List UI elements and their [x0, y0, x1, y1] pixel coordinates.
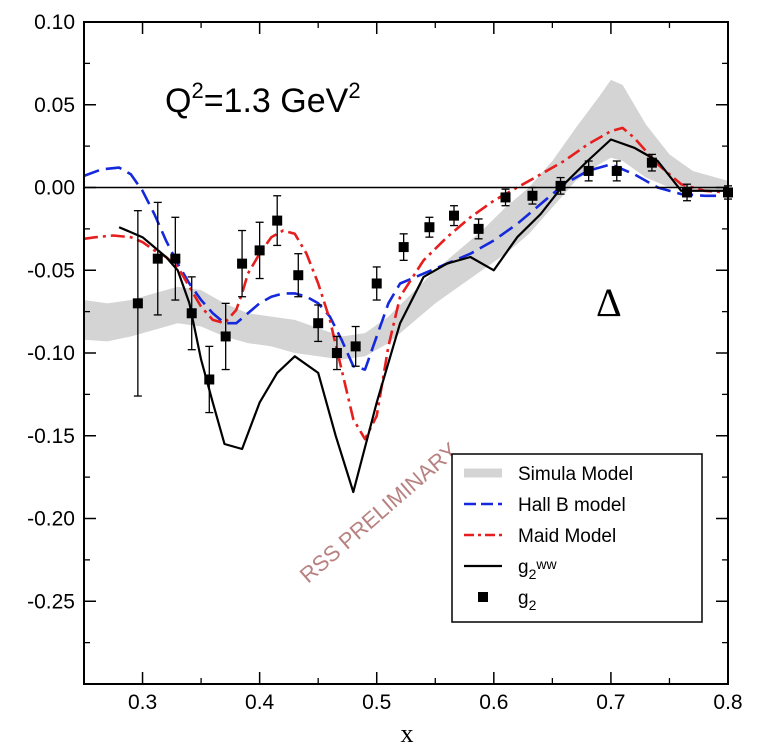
maid-series-line	[83, 126, 729, 441]
g2-data-point	[646, 153, 657, 172]
legend-label: g2	[518, 588, 537, 613]
watermark: RSS PRELIMINARY	[295, 437, 463, 587]
g2-data-point	[555, 176, 566, 195]
legend-swatch	[478, 592, 488, 602]
g2-data-point	[220, 302, 231, 371]
g2-data-point	[170, 216, 181, 301]
g2-data-point	[152, 201, 163, 316]
y-tick-label: -0.20	[27, 508, 75, 531]
g2-data-point	[204, 345, 215, 414]
g2-data-point	[371, 266, 382, 301]
x-tick-label: 0.8	[713, 691, 742, 714]
g2-data-point	[449, 205, 460, 227]
legend-item-hallb: Hall B model	[464, 495, 626, 516]
legend-item-ww: g2ww	[464, 556, 557, 582]
g2-data-point	[237, 229, 248, 298]
x-tick-label: 0.7	[596, 691, 625, 714]
y-tick-label: -0.25	[27, 590, 75, 613]
g2-data-point	[186, 276, 197, 351]
y-tick-label: 0.10	[34, 11, 75, 34]
legend-label: Maid Model	[518, 526, 616, 547]
g2-data-point	[350, 325, 361, 367]
x-tick-label: 0.5	[362, 691, 391, 714]
simula-model-band	[84, 79, 728, 360]
g2-data-point	[583, 160, 594, 182]
legend-box	[451, 453, 703, 623]
y-tick-label: 0.00	[34, 177, 75, 200]
y-tick-label: -0.15	[27, 425, 75, 448]
g2-data-point	[500, 188, 511, 207]
x-tick-label: 0.6	[479, 691, 508, 714]
y-tick-label: -0.10	[27, 342, 75, 365]
x-axis-label: x	[401, 719, 414, 746]
y-tick-label: -0.05	[27, 259, 75, 282]
legend-label: Simula Model	[518, 464, 633, 485]
legend-item-maid: Maid Model	[464, 526, 616, 547]
g2-data-point	[473, 218, 484, 240]
g2-data-point	[313, 304, 324, 343]
legend: Simula Model Hall B model Maid Model g2ww g2	[451, 453, 703, 623]
g2-data-point	[254, 221, 265, 280]
x-tick-label: 0.3	[128, 691, 157, 714]
legend-label: g2ww	[518, 556, 557, 582]
g2-data-point	[424, 216, 435, 238]
g2-data-point	[398, 233, 409, 261]
g2-data-point	[611, 160, 622, 182]
legend-label: Hall B model	[518, 495, 626, 516]
g2-data-point	[132, 210, 143, 397]
y-tick-label: 0.05	[34, 94, 75, 117]
g2-data-point	[293, 253, 304, 298]
x-tick-label: 0.4	[245, 691, 275, 714]
q2-annotation: Q2=1.3 GeV2	[165, 78, 361, 120]
legend-item-band: Simula Model	[464, 464, 633, 485]
g2-data-point	[272, 195, 283, 247]
g2-data-point	[331, 335, 342, 371]
delta-annotation: Δ	[596, 280, 622, 325]
hallb-series-line	[83, 163, 728, 371]
legend-item-data: g2	[478, 588, 537, 613]
